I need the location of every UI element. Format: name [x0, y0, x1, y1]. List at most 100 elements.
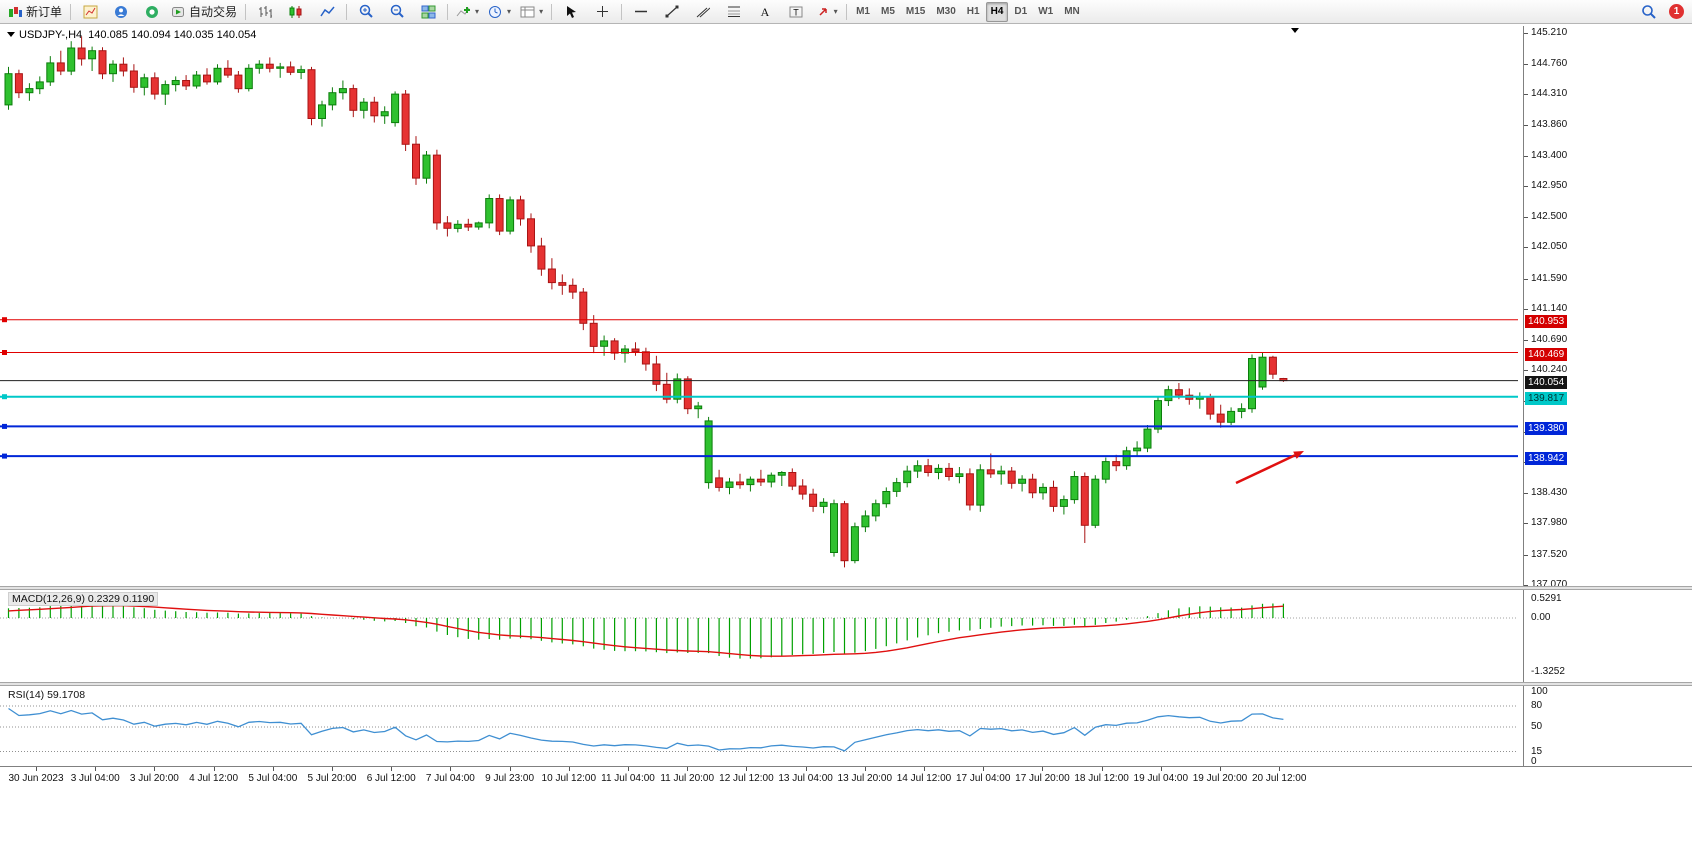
panel-splitter[interactable] — [0, 586, 1692, 590]
arrows-tool-icon — [817, 5, 830, 18]
time-axis-label: 11 Jul 04:00 — [601, 773, 655, 784]
new-chart-icon — [83, 5, 98, 19]
time-axis-label: 4 Jul 12:00 — [189, 773, 239, 784]
timeframe-m1-button[interactable]: M1 — [856, 6, 870, 17]
rsi-indicator-panel[interactable] — [0, 686, 1523, 766]
rsi-axis-label: 50 — [1531, 721, 1543, 732]
price-axis-label: 144.760 — [1531, 57, 1568, 69]
timeframe-m5-button[interactable]: M5 — [880, 6, 895, 17]
resistance-line-lower-tag: 140.469 — [1525, 348, 1568, 361]
horizontal-line-tool-icon — [634, 5, 648, 18]
dropdown-caret-icon: ▾ — [833, 7, 838, 16]
scroll-to-end-triangle-icon[interactable] — [1291, 28, 1299, 33]
toolbar-separator — [621, 3, 623, 20]
panel-splitter[interactable] — [0, 682, 1692, 686]
channel-tool-button[interactable] — [688, 1, 718, 23]
rsi-axis-label: 100 — [1531, 686, 1548, 697]
price-axis-label: 142.050 — [1531, 241, 1568, 253]
search-button[interactable] — [1633, 1, 1663, 23]
crosshair-icon — [596, 5, 609, 18]
timeframe-m15-button[interactable]: M15 — [905, 6, 926, 17]
market-watch-button[interactable] — [137, 1, 167, 23]
line-chart-type-button[interactable] — [312, 1, 342, 23]
macd-axis-label: 0.5291 — [1531, 593, 1562, 604]
time-axis-label: 18 Jul 12:00 — [1074, 773, 1129, 784]
line-chart-type-icon — [319, 5, 335, 19]
timeframe-mn-button[interactable]: MN — [1064, 6, 1080, 17]
zoom-in-button[interactable] — [351, 1, 381, 23]
new-chart-button[interactable] — [75, 1, 105, 23]
macd-axis-label: 0.00 — [1531, 612, 1551, 623]
notification-badge[interactable]: 1 — [1669, 4, 1684, 19]
toolbar-separator — [551, 3, 553, 20]
price-axis-label: 138.430 — [1531, 486, 1568, 498]
time-axis-label: 12 Jul 12:00 — [719, 773, 774, 784]
dropdown-caret-icon: ▾ — [475, 7, 480, 16]
new-order-button-label: 新订单 — [26, 5, 63, 19]
timeframe-d1-button[interactable]: D1 — [1014, 6, 1028, 17]
support-line-blue-lower-tag: 138.942 — [1525, 451, 1568, 465]
chart-symbol-period: USDJPY-,H4 — [19, 29, 83, 41]
time-axis-label: 9 Jul 23:00 — [485, 773, 535, 784]
tile-windows-icon — [421, 5, 436, 19]
timeframe-h1-button[interactable]: H1 — [966, 6, 980, 17]
trendline-tool-button[interactable] — [657, 1, 687, 23]
crosshair-button[interactable] — [587, 1, 617, 23]
cursor-button[interactable] — [556, 1, 586, 23]
time-axis-label: 17 Jul 20:00 — [1015, 773, 1070, 784]
timeframe-w1-button[interactable]: W1 — [1038, 6, 1054, 17]
candlestick-chart-type-button[interactable] — [281, 1, 311, 23]
zoom-out-button[interactable] — [382, 1, 412, 23]
price-axis-label: 140.240 — [1531, 364, 1568, 375]
toolbar-separator — [846, 3, 848, 20]
arrow-annotation[interactable] — [1235, 451, 1304, 485]
time-axis[interactable]: 30 Jun 2023 3 Jul 04:00 3 Jul 20:00 4 Jul 1… — [0, 766, 1692, 791]
periods-button[interactable]: ▾ — [484, 1, 515, 23]
chart-menu-triangle-icon[interactable] — [7, 32, 15, 37]
svg-text:T: T — [793, 8, 799, 18]
profiles-icon — [114, 5, 129, 19]
bar-chart-type-button[interactable] — [250, 1, 280, 23]
horizontal-line-tool-button[interactable] — [626, 1, 656, 23]
time-axis-label: 30 Jun 2023 — [8, 773, 64, 784]
notification-count: 1 — [1673, 6, 1680, 17]
time-axis-label: 10 Jul 12:00 — [541, 773, 597, 784]
current-price-line-tag: 140.054 — [1525, 376, 1568, 390]
price-axis-label: 144.310 — [1531, 88, 1568, 99]
fibonacci-tool-button[interactable] — [719, 1, 749, 23]
time-axis-label: 11 Jul 20:00 — [660, 773, 715, 784]
text-tool-button[interactable]: A — [750, 1, 780, 23]
candlestick-chart[interactable] — [0, 26, 1523, 586]
price-axis-label: 141.140 — [1531, 303, 1568, 314]
macd-indicator-label: MACD(12,26,9) 0.2329 0.1190 — [8, 592, 159, 606]
timeframe-m30-button[interactable]: M30 — [936, 6, 956, 17]
price-axis-label: 142.950 — [1531, 180, 1568, 192]
timeframe-h4-button[interactable]: H4 — [985, 1, 1009, 22]
auto-trading-button[interactable]: 自动交易 — [168, 1, 241, 23]
toolbar-separator — [447, 3, 449, 20]
time-axis-label: 19 Jul 20:00 — [1192, 773, 1248, 784]
fibonacci-tool-icon — [727, 5, 741, 18]
time-axis-label: 6 Jul 12:00 — [366, 773, 416, 784]
new-order-button[interactable]: 新订单 — [4, 1, 66, 23]
toolbar-right-group: 1 — [1633, 1, 1688, 23]
channel-tool-icon — [696, 5, 711, 18]
candlestick-chart-type-icon — [289, 5, 304, 19]
time-axis-label: 7 Jul 04:00 — [425, 773, 475, 784]
templates-button[interactable]: ▾ — [516, 1, 547, 23]
macd-indicator-panel[interactable] — [0, 590, 1523, 682]
tile-windows-button[interactable] — [413, 1, 443, 23]
profiles-button[interactable] — [106, 1, 136, 23]
price-axis[interactable]: 145.210 144.760 144.310 143.860 143.400 142.9… — [1523, 26, 1692, 767]
indicators-button[interactable]: ▾ — [452, 1, 483, 23]
rsi-axis-label: 15 — [1531, 745, 1543, 757]
toolbar-separator — [245, 3, 247, 20]
auto-trading-button-label: 自动交易 — [189, 5, 238, 19]
price-axis-label: 140.690 — [1531, 333, 1568, 345]
arrows-tool-button[interactable]: ▾ — [812, 1, 842, 23]
text-label-tool-button[interactable]: T — [781, 1, 811, 23]
time-axis-label: 13 Jul 20:00 — [837, 773, 893, 784]
price-axis-label: 142.500 — [1531, 210, 1568, 222]
text-label-tool-icon: T — [789, 5, 803, 18]
